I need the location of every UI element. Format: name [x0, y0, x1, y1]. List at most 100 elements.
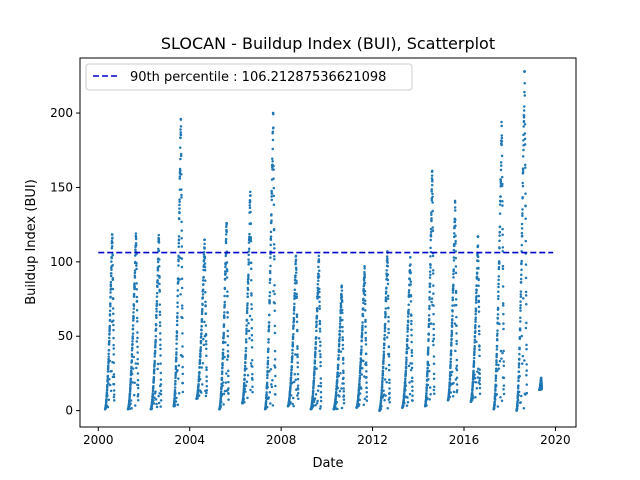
data-point: [518, 347, 521, 351]
data-point: [177, 235, 181, 238]
data-point: [106, 370, 110, 373]
data-point: [452, 268, 455, 272]
data-point: [403, 391, 406, 395]
data-point: [250, 294, 253, 297]
data-point: [273, 366, 277, 369]
data-point: [385, 255, 389, 258]
data-point: [266, 363, 270, 366]
data-point: [159, 343, 162, 347]
data-point: [204, 304, 207, 308]
data-point: [338, 325, 342, 328]
data-point: [289, 387, 292, 391]
data-point: [340, 293, 343, 297]
data-point: [128, 391, 132, 395]
data-point: [109, 302, 112, 305]
data-point: [271, 379, 274, 382]
data-point: [155, 313, 158, 317]
data-point: [135, 316, 139, 320]
data-point: [129, 379, 132, 383]
data-point: [269, 230, 273, 234]
data-point: [431, 272, 435, 275]
data-point: [296, 329, 299, 333]
data-point: [358, 369, 362, 373]
data-point: [159, 405, 162, 408]
data-point: [205, 385, 209, 388]
data-point: [224, 237, 228, 241]
data-point: [220, 376, 224, 380]
data-point: [474, 396, 477, 399]
data-point: [502, 392, 506, 396]
data-point: [133, 282, 136, 285]
data-point: [380, 391, 383, 395]
data-point: [179, 293, 182, 296]
data-point: [130, 370, 133, 373]
data-point: [268, 269, 272, 273]
chart-title: SLOCAN - Buildup Index (BUI), Scatterplo…: [161, 34, 495, 53]
data-point: [339, 318, 342, 321]
data-point: [201, 307, 204, 311]
data-point: [494, 398, 497, 401]
data-point: [292, 327, 295, 330]
data-point: [478, 348, 481, 351]
data-point: [266, 385, 269, 389]
data-point: [224, 381, 228, 384]
data-point: [452, 381, 455, 385]
data-point: [411, 399, 414, 402]
data-point: [318, 290, 321, 294]
data-point: [501, 227, 504, 231]
data-point: [136, 372, 140, 375]
data-point: [341, 318, 344, 322]
data-point: [341, 338, 345, 342]
data-point: [158, 258, 161, 261]
data-point: [492, 407, 496, 410]
data-point: [224, 241, 228, 245]
data-point: [385, 286, 388, 289]
data-point: [269, 235, 273, 238]
data-point: [154, 398, 158, 401]
data-point: [245, 311, 249, 315]
data-point: [363, 276, 367, 279]
data-point: [341, 311, 344, 315]
data-point: [340, 300, 344, 303]
data-point: [290, 364, 294, 368]
data-point: [520, 334, 523, 338]
data-point: [272, 203, 276, 207]
data-point: [431, 169, 434, 173]
data-point: [201, 383, 204, 386]
data-point: [410, 328, 413, 331]
data-point: [388, 396, 391, 399]
data-point: [245, 309, 249, 313]
data-point: [133, 271, 137, 275]
data-point: [404, 369, 408, 373]
data-point: [502, 384, 506, 387]
data-point: [387, 398, 390, 401]
data-point: [292, 312, 296, 315]
data-point: [519, 300, 522, 303]
data-point: [387, 355, 391, 358]
data-point: [516, 387, 520, 390]
data-point: [158, 321, 162, 324]
data-point: [202, 251, 206, 254]
x-axis: 2000 2004 2008 2012 2016 2020: [83, 427, 571, 447]
data-point: [475, 340, 478, 343]
data-point: [181, 365, 184, 369]
data-point: [266, 376, 269, 380]
data-point: [517, 365, 521, 369]
data-point: [177, 364, 181, 367]
data-point: [431, 201, 434, 204]
data-point: [359, 387, 363, 390]
data-point: [108, 318, 112, 322]
data-point: [494, 367, 498, 370]
data-point: [109, 274, 113, 278]
data-point: [363, 274, 366, 277]
data-point: [317, 384, 320, 388]
data-point: [270, 198, 274, 202]
data-point: [113, 399, 116, 402]
data-point: [199, 349, 202, 353]
data-point: [108, 329, 111, 333]
data-point: [432, 304, 435, 307]
data-point: [199, 391, 203, 394]
data-point: [428, 276, 432, 279]
data-point: [427, 317, 431, 321]
data-point: [176, 301, 179, 304]
